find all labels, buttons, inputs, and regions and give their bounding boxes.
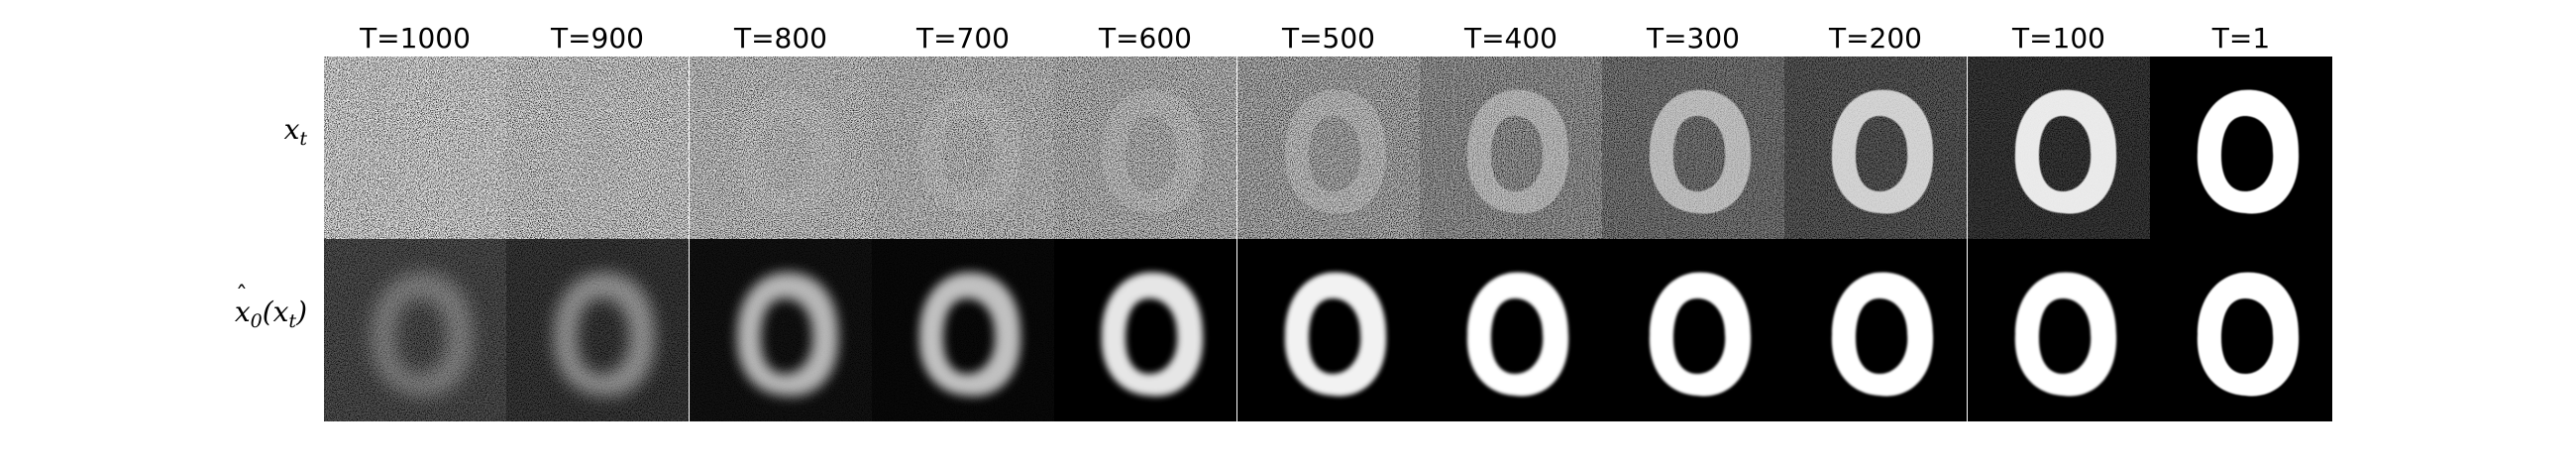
noisy-sample-tile	[1237, 57, 1420, 239]
prediction-tile	[872, 239, 1054, 421]
digit-zero-shape	[1284, 272, 1387, 397]
prediction-tile	[1784, 239, 1967, 421]
noisy-sample-tile	[1420, 57, 1602, 239]
digit-zero-shape	[2197, 272, 2300, 397]
noisy-sample-tile	[506, 57, 689, 239]
column-title: T=1000	[360, 22, 471, 55]
column-title: T=600	[1098, 22, 1192, 55]
prediction-tile	[324, 239, 506, 421]
prediction-tile	[2150, 239, 2332, 421]
noisy-sample-tile	[324, 57, 506, 239]
prediction-tile	[506, 239, 689, 421]
digit-zero-shape	[553, 272, 656, 397]
digit-zero-shape	[2197, 89, 2300, 214]
noisy-sample-tile	[1784, 57, 1967, 239]
column-title: T=400	[1463, 22, 1557, 55]
digit-zero-shape	[1831, 89, 1934, 214]
prediction-tile	[1054, 239, 1236, 421]
digit-zero-shape	[1284, 89, 1387, 214]
column-title: T=700	[915, 22, 1010, 55]
column-title: T=500	[1281, 22, 1375, 55]
digit-zero-shape	[1831, 272, 1934, 397]
noisy-sample-tile	[690, 57, 872, 239]
prediction-tile	[1602, 239, 1784, 421]
digit-zero-shape	[1649, 272, 1752, 397]
digit-zero-shape	[736, 272, 839, 397]
column-title: T=100	[2011, 22, 2105, 55]
digit-zero-shape	[1466, 89, 1569, 214]
digit-zero-shape	[2014, 272, 2117, 397]
digit-zero-shape	[918, 272, 1021, 397]
digit-zero-shape	[1101, 272, 1204, 397]
digit-zero-shape	[371, 272, 474, 397]
prediction-tile	[1420, 239, 1602, 421]
noisy-sample-tile	[872, 57, 1054, 239]
noisy-sample-tile	[1602, 57, 1784, 239]
digit-zero-shape	[2014, 89, 2117, 214]
column-title: T=800	[733, 22, 827, 55]
digit-zero-shape	[736, 89, 839, 214]
row-label-x0hat: x0(xt)	[235, 282, 307, 332]
column-title: T=1	[2211, 22, 2271, 55]
prediction-tile	[690, 239, 872, 421]
noisy-sample-tile	[2150, 57, 2332, 239]
digit-zero-shape	[1649, 89, 1752, 214]
noisy-sample-tile	[1054, 57, 1236, 239]
column-title: T=300	[1646, 22, 1740, 55]
column-title: T=900	[550, 22, 644, 55]
prediction-tile	[1237, 239, 1420, 421]
digit-zero-shape	[918, 89, 1021, 214]
column-title: T=200	[1828, 22, 1922, 55]
digit-zero-shape	[1466, 272, 1569, 397]
prediction-tile	[1968, 239, 2150, 421]
digit-zero-shape	[1101, 89, 1204, 214]
row-label-xt: xt	[283, 113, 307, 150]
noisy-sample-tile	[1968, 57, 2150, 239]
